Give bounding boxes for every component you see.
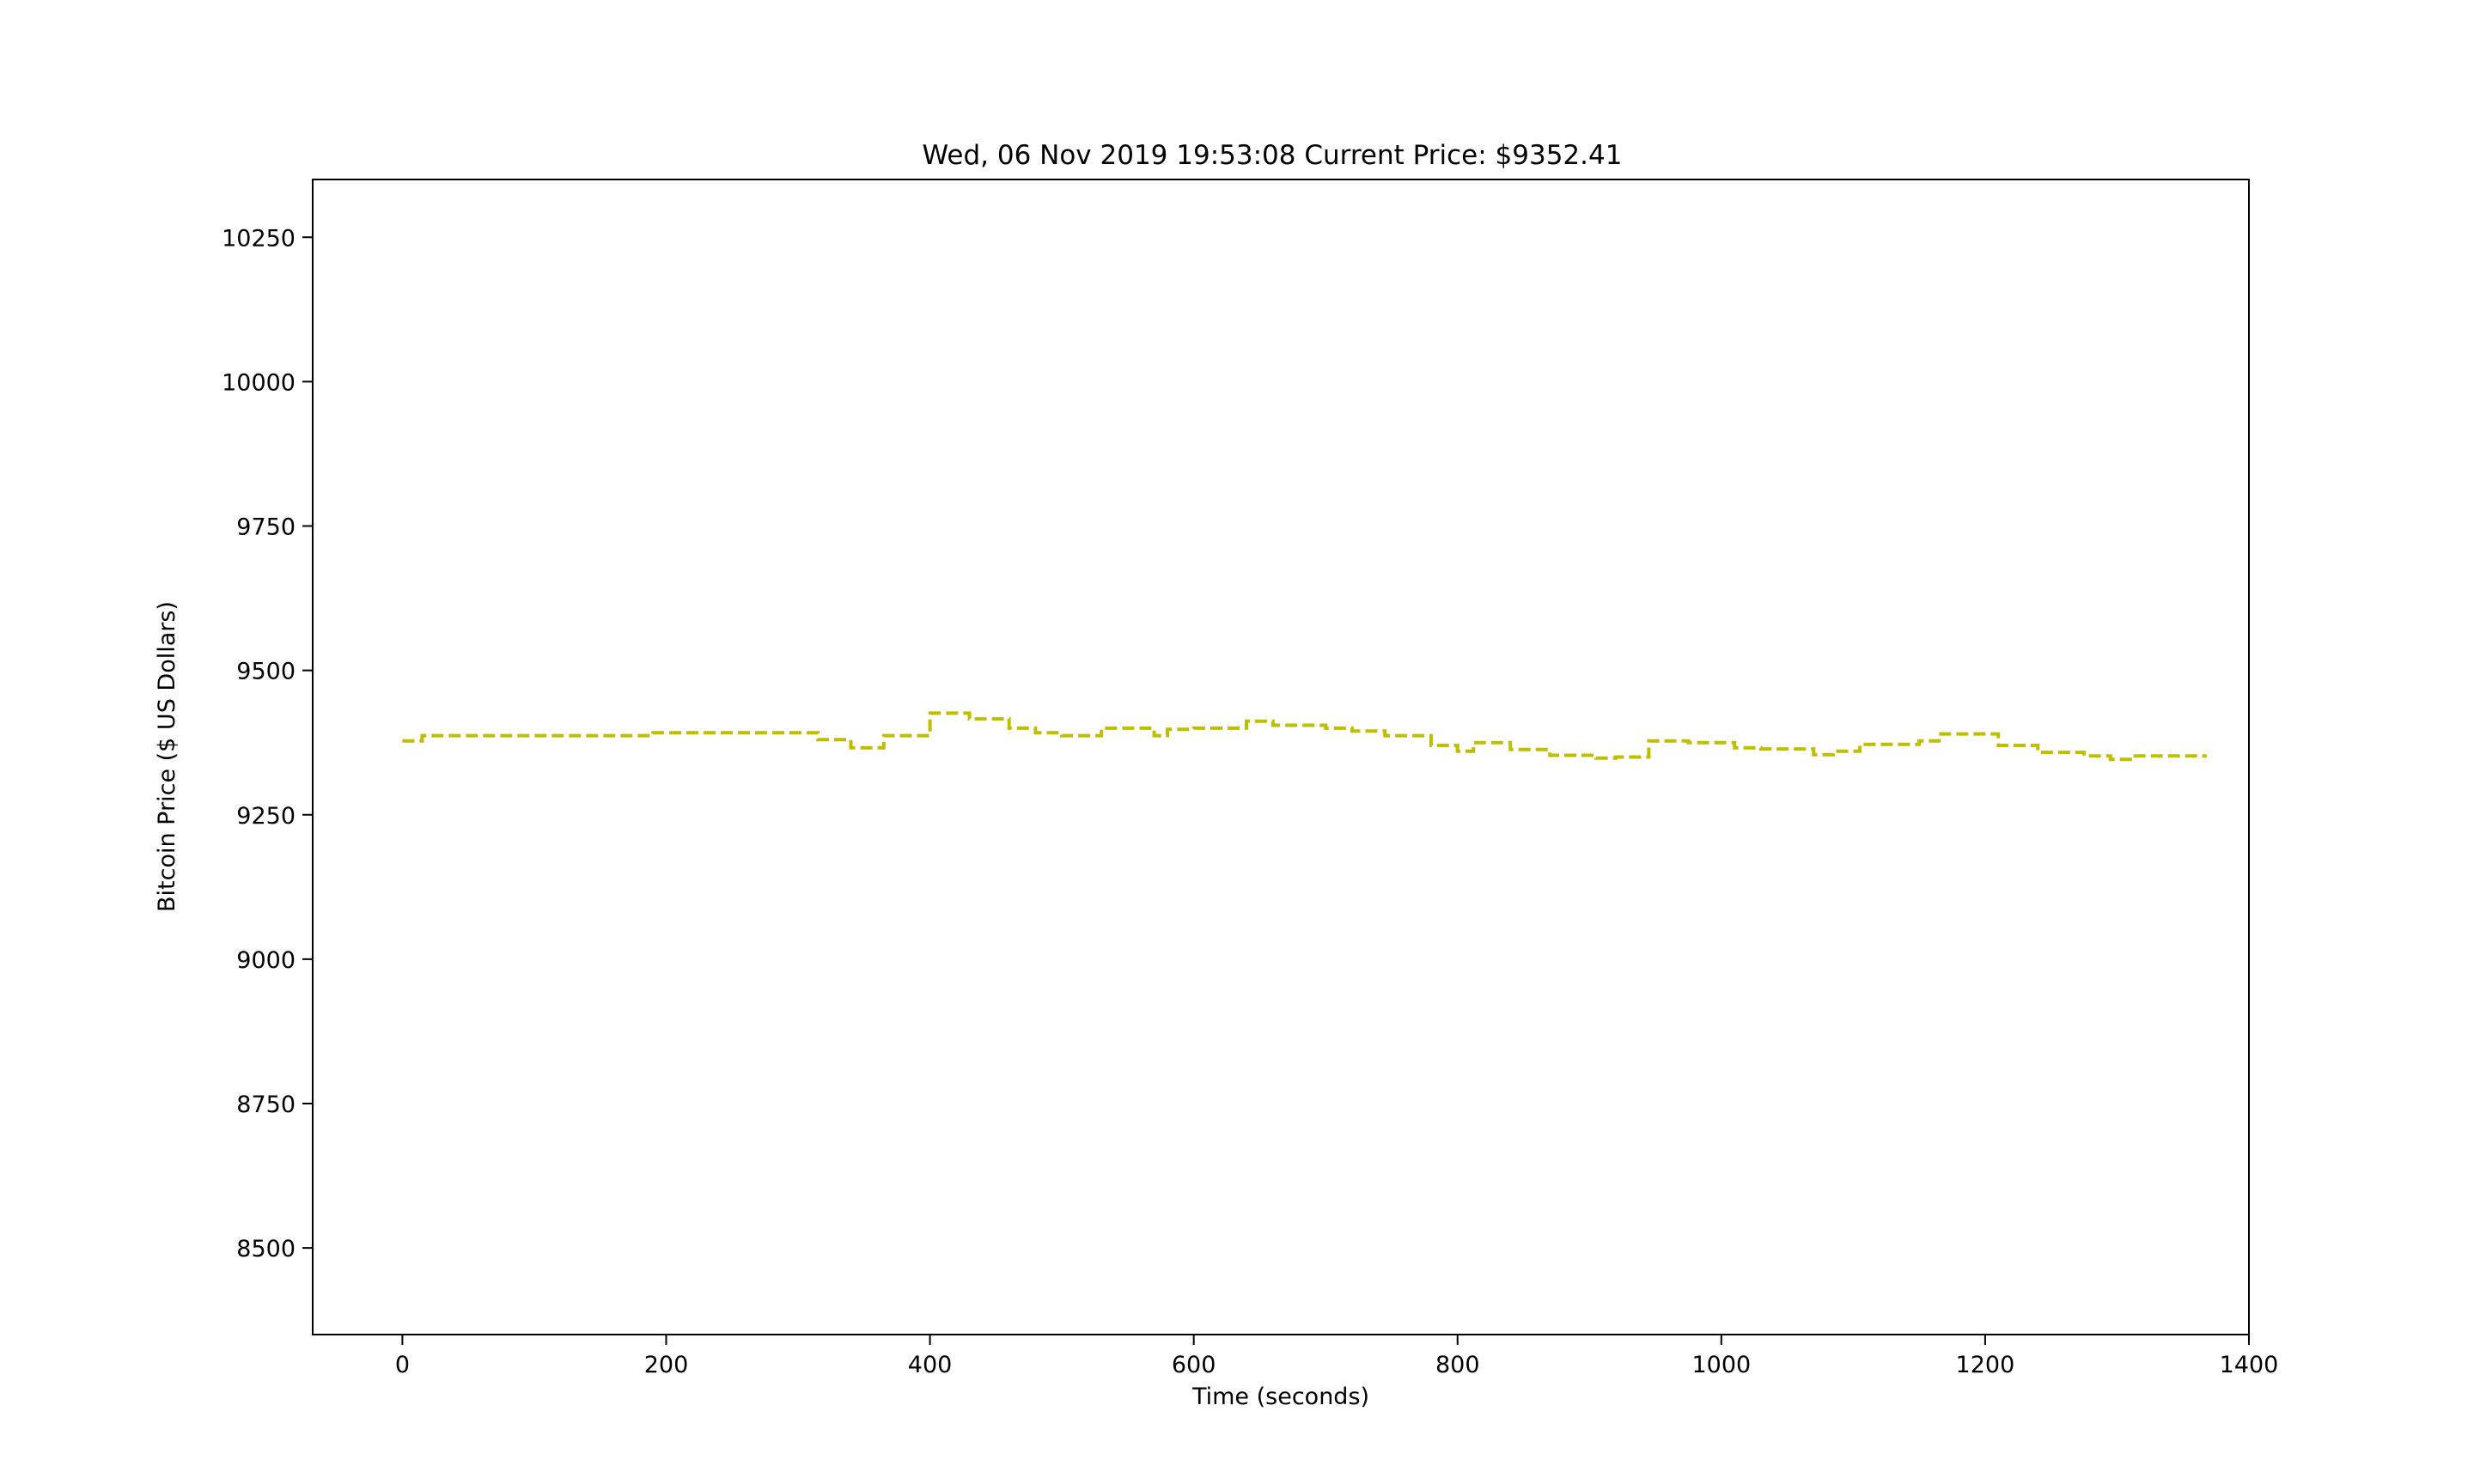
y-axis-label: Bitcoin Price ($ US Dollars)	[154, 601, 180, 912]
series-layer	[402, 711, 2207, 762]
y-tick-label: 10250	[222, 225, 296, 252]
x-tick-label: 600	[1172, 1352, 1216, 1378]
x-tick-label: 200	[644, 1352, 689, 1378]
y-tick-label: 9250	[236, 803, 296, 830]
x-axis: 0 200 400 600 800 1000 1200 1400	[395, 1335, 2279, 1378]
y-tick-label: 8750	[236, 1092, 296, 1118]
plot-area-frame	[312, 179, 2250, 1335]
x-tick-label: 1000	[1691, 1352, 1751, 1378]
y-tick-label: 8500	[236, 1236, 296, 1262]
x-tick-label: 0	[395, 1352, 410, 1378]
series-line-bitcoin-price	[402, 711, 2207, 762]
x-tick-label: 400	[908, 1352, 953, 1378]
y-tick-label: 9000	[236, 947, 296, 974]
y-axis: 8500 8750 9000 9250 9500 9750 10000 10250	[222, 225, 313, 1262]
x-tick-label: 1200	[1956, 1352, 2015, 1378]
y-tick-label: 9500	[236, 659, 296, 685]
x-tick-label: 800	[1435, 1352, 1480, 1378]
x-tick-label: 1400	[2220, 1352, 2279, 1378]
x-axis-label: Time (seconds)	[1191, 1384, 1369, 1410]
chart-title: Wed, 06 Nov 2019 19:53:08 Current Price:…	[923, 140, 1623, 171]
y-tick-label: 10000	[222, 369, 296, 396]
y-tick-label: 9750	[236, 514, 296, 541]
